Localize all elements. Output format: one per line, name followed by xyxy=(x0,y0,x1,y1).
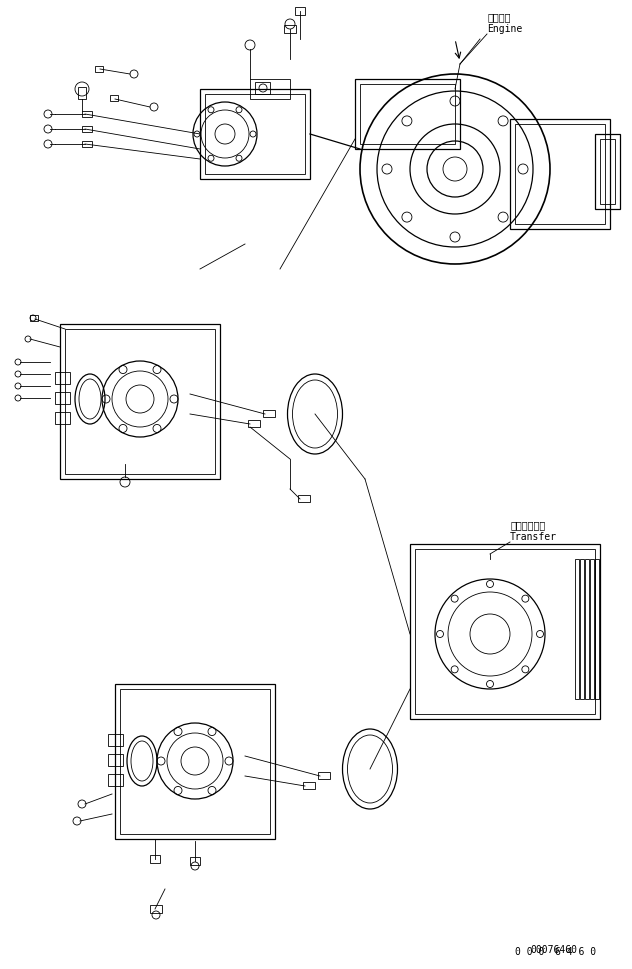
Bar xyxy=(150,905,162,913)
Bar xyxy=(200,90,310,180)
Bar xyxy=(115,684,275,839)
Bar xyxy=(360,85,455,144)
Bar xyxy=(205,95,305,174)
Bar xyxy=(55,373,70,385)
Bar xyxy=(510,120,610,230)
Bar xyxy=(410,545,600,719)
Bar xyxy=(108,754,123,766)
Text: トランスファ: トランスファ xyxy=(510,519,545,529)
Bar xyxy=(263,411,275,418)
Bar xyxy=(595,135,620,209)
Bar xyxy=(78,88,86,100)
Bar xyxy=(318,772,330,779)
Text: 6 4 6 0: 6 4 6 0 xyxy=(555,946,596,956)
Bar xyxy=(82,111,92,118)
Bar xyxy=(595,559,599,700)
Bar xyxy=(590,559,594,700)
Bar xyxy=(65,329,215,475)
Bar xyxy=(60,325,220,480)
Bar xyxy=(250,79,290,100)
Bar xyxy=(120,689,270,834)
Bar xyxy=(575,559,579,700)
Bar xyxy=(248,421,260,427)
Text: Transfer: Transfer xyxy=(510,531,557,542)
Bar xyxy=(303,782,315,789)
Text: 00076460: 00076460 xyxy=(530,944,577,954)
Text: エンジン: エンジン xyxy=(487,12,511,22)
Bar xyxy=(55,413,70,424)
Bar xyxy=(108,735,123,746)
Bar xyxy=(515,125,605,225)
Bar xyxy=(55,392,70,405)
Bar xyxy=(30,316,38,322)
Bar xyxy=(415,549,595,714)
Text: 0 0 0: 0 0 0 xyxy=(515,946,544,956)
Bar xyxy=(150,855,160,863)
Bar xyxy=(95,67,103,73)
Bar xyxy=(295,8,305,16)
Bar xyxy=(82,141,92,148)
Bar xyxy=(298,495,310,503)
Bar xyxy=(284,26,296,34)
Bar xyxy=(580,559,584,700)
Bar xyxy=(190,858,200,865)
Bar xyxy=(600,140,615,204)
Text: Engine: Engine xyxy=(487,24,522,34)
Bar xyxy=(585,559,589,700)
Bar xyxy=(355,79,460,150)
Bar xyxy=(255,83,270,95)
Bar xyxy=(110,96,118,102)
Bar xyxy=(108,774,123,786)
Bar xyxy=(82,127,92,133)
